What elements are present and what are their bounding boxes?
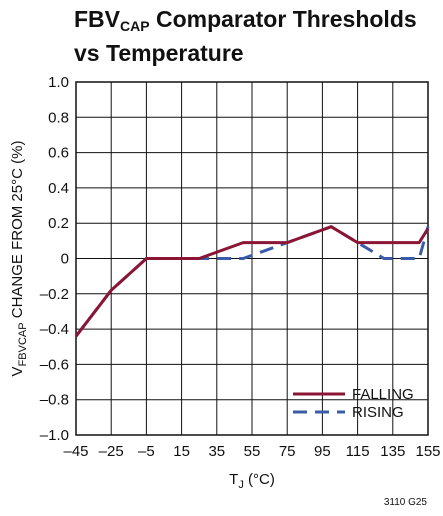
y-tick-labels: –1.0 –0.8 –0.6 –0.4 –0.2 0 0.2 0.4 0.6 0.8 1.0 bbox=[40, 74, 69, 444]
plot-frame bbox=[75, 81, 429, 436]
y-tick-label: –0.8 bbox=[40, 392, 69, 409]
x-tick-label: 115 bbox=[346, 443, 370, 460]
x-axis-label: TJ (°C) bbox=[229, 471, 275, 491]
y-tick-label: 0.8 bbox=[48, 109, 69, 126]
y-tick-label: –0.4 bbox=[40, 321, 69, 338]
x-tick-label: 15 bbox=[173, 443, 190, 460]
x-tick-label: –25 bbox=[99, 443, 124, 460]
title-line2: vs Temperature bbox=[74, 40, 244, 66]
chart-title: FBVCAP Comparator Thresholds vs Temperat… bbox=[74, 6, 434, 67]
legend-label-falling: FALLING bbox=[352, 386, 414, 403]
title-rest: Comparator Thresholds bbox=[149, 6, 417, 32]
x-tick-label: 55 bbox=[244, 443, 261, 460]
y-tick-label: –0.6 bbox=[40, 356, 69, 373]
legend-label-rising: RISING bbox=[352, 404, 404, 421]
x-tick-label: –5 bbox=[138, 443, 155, 460]
y-tick-label: –0.2 bbox=[40, 286, 69, 303]
y-axis-label: VFBVCAP CHANGE FROM 25°C (%) bbox=[9, 141, 29, 377]
x-tick-label: 155 bbox=[415, 443, 440, 460]
series-line-falling bbox=[74, 225, 430, 338]
grid bbox=[75, 81, 429, 436]
series-lines bbox=[74, 225, 430, 338]
x-tick-label: 135 bbox=[380, 443, 405, 460]
x-tick-label: 35 bbox=[208, 443, 225, 460]
y-tick-label: –1.0 bbox=[40, 427, 69, 444]
y-tick-label: 0.2 bbox=[48, 215, 69, 232]
x-tick-labels: –45 –25 –5 15 35 55 75 95 115 135 155 bbox=[63, 443, 440, 460]
y-tick-label: 0 bbox=[61, 251, 69, 268]
y-tick-label: 0.4 bbox=[48, 180, 69, 197]
x-tick-label: 75 bbox=[279, 443, 296, 460]
title-main: FBV bbox=[74, 6, 120, 32]
y-tick-label: 0.6 bbox=[48, 145, 69, 162]
x-tick-label: –45 bbox=[63, 443, 88, 460]
figure-id: 3110 G25 bbox=[383, 497, 427, 508]
y-tick-label: 1.0 bbox=[48, 74, 69, 91]
x-tick-label: 95 bbox=[314, 443, 331, 460]
title-sub: CAP bbox=[120, 18, 150, 34]
